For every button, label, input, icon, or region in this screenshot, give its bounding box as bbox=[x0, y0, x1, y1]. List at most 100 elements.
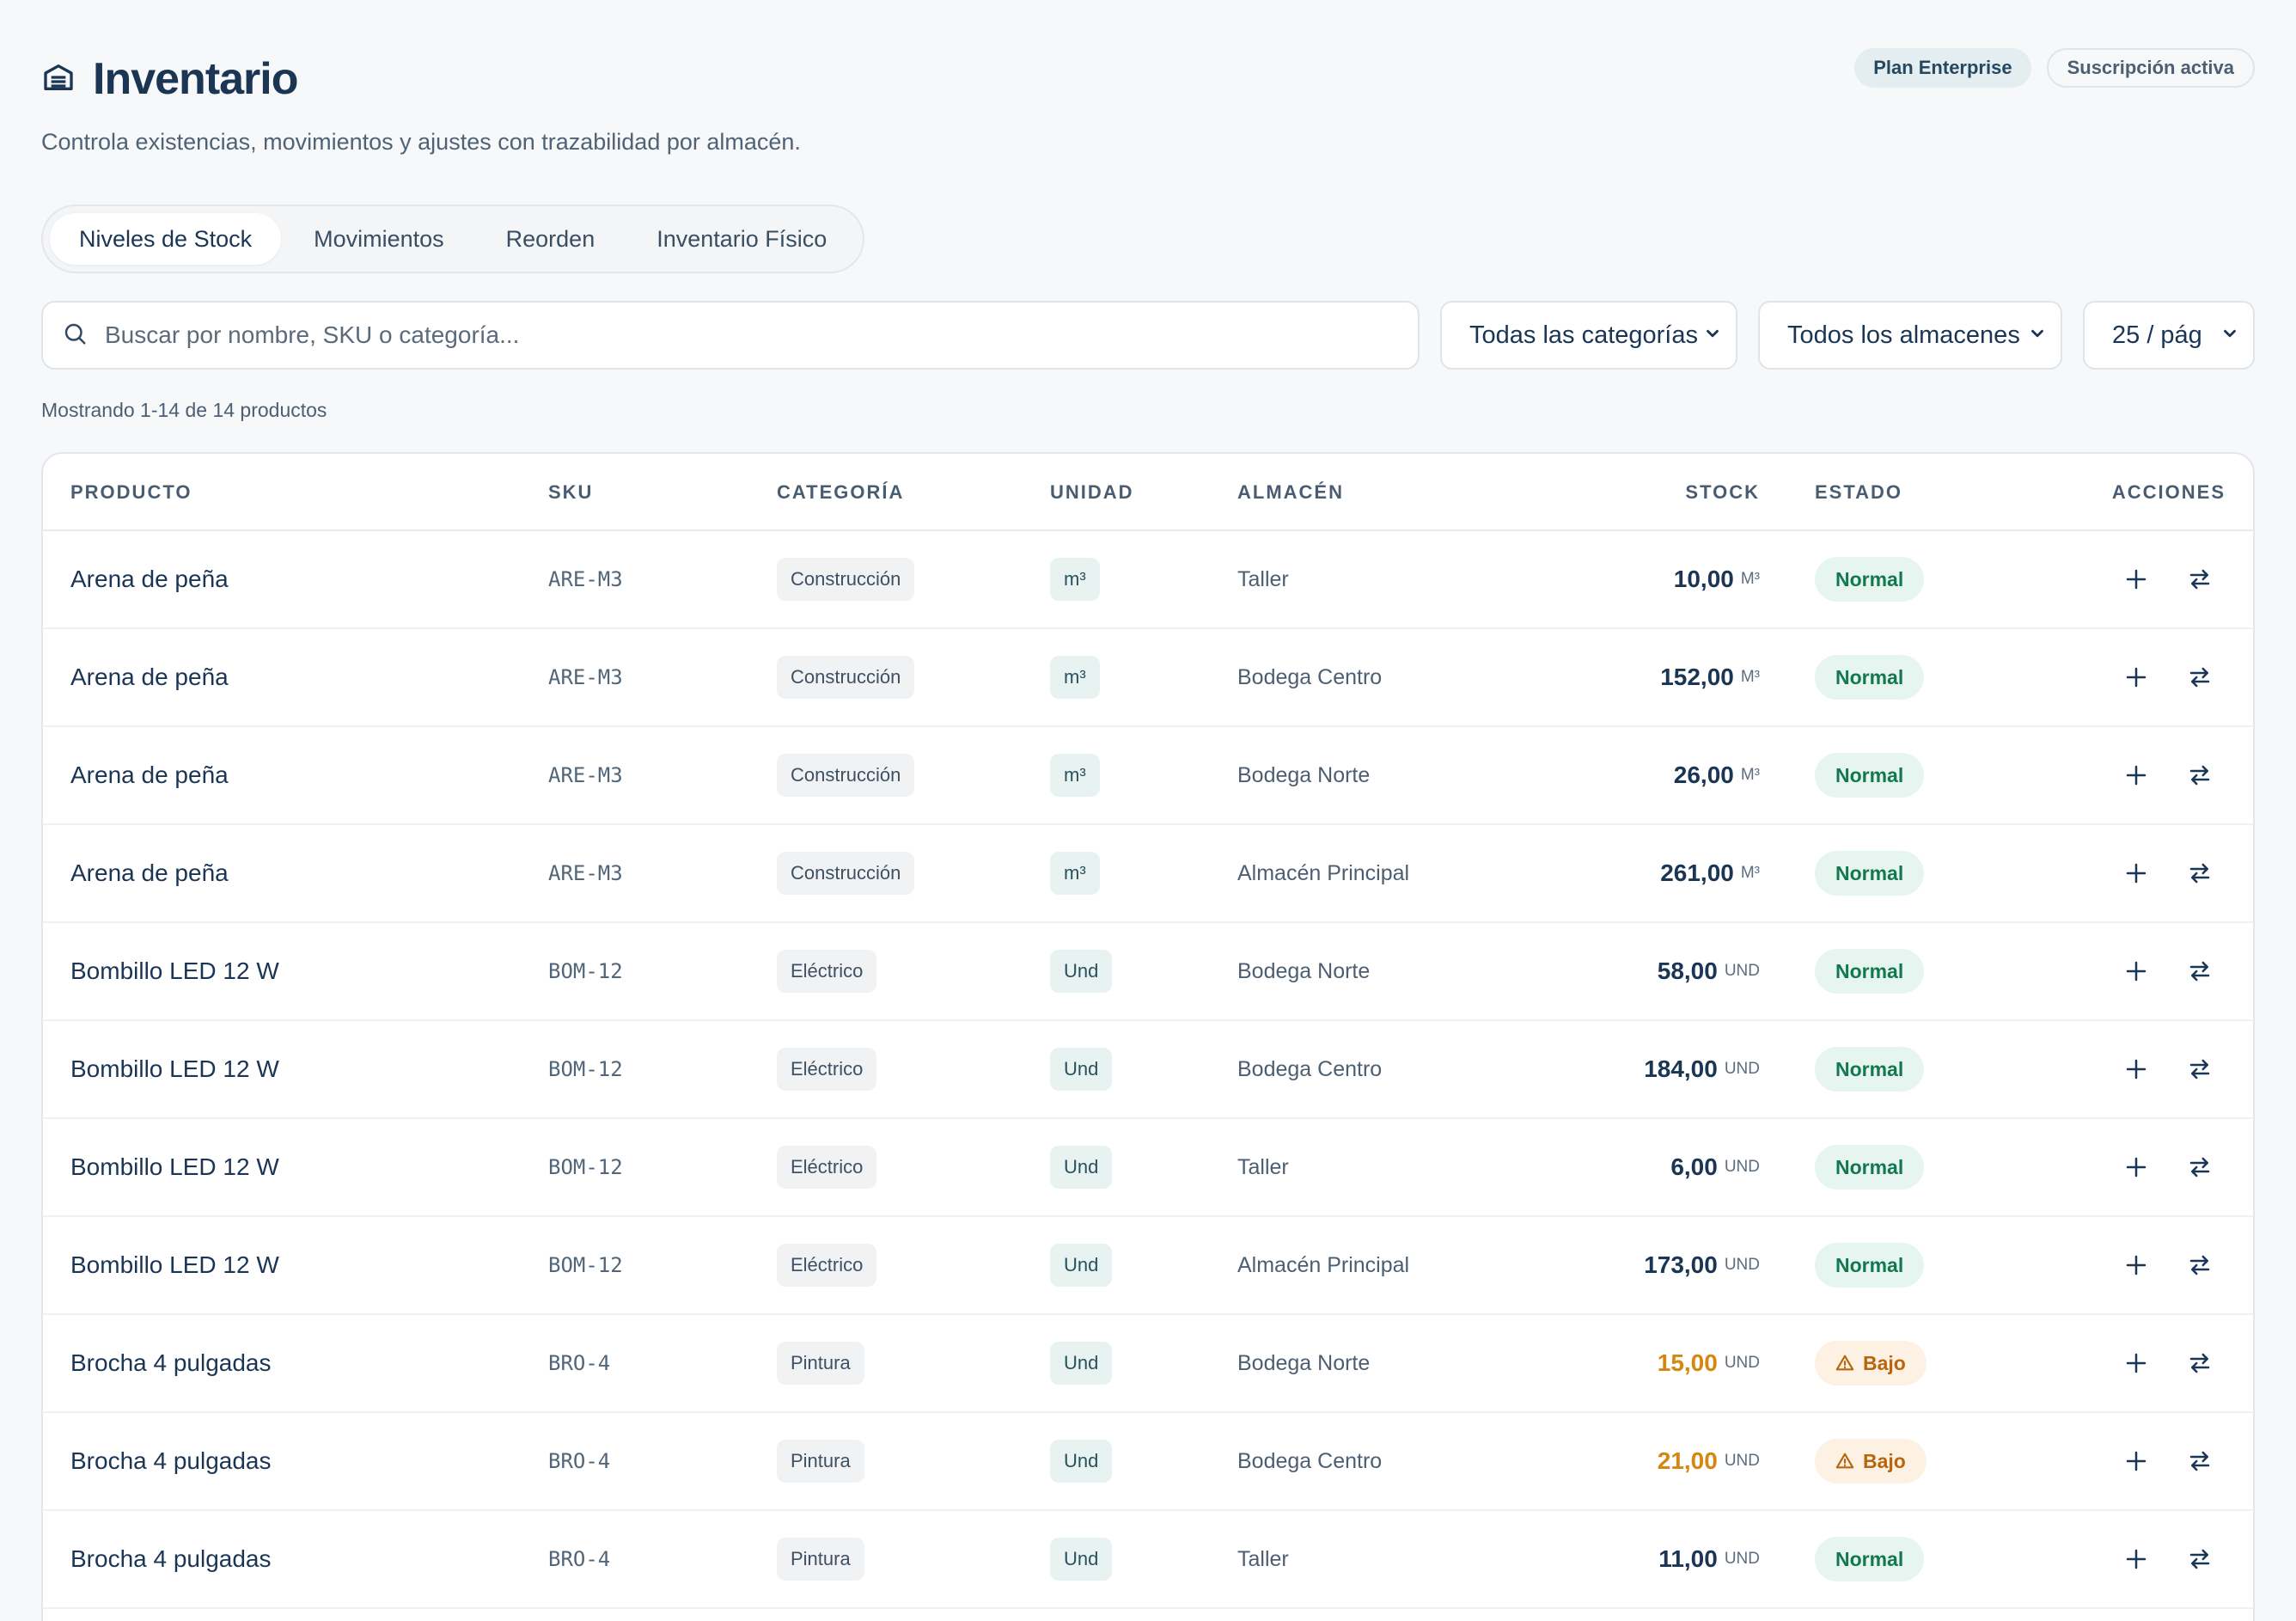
search-input[interactable] bbox=[105, 321, 1351, 349]
row-actions bbox=[2122, 1511, 2214, 1607]
chevron-down-icon bbox=[1703, 321, 1722, 350]
product-name: Arena de peña bbox=[70, 859, 229, 886]
unit-chip-cell: Und bbox=[1050, 1413, 1113, 1509]
status-label: Normal bbox=[1835, 665, 1904, 688]
transfer-icon[interactable] bbox=[2186, 1251, 2214, 1279]
stock-cell: 184,00 UND bbox=[1644, 1021, 1760, 1117]
status-label: Bajo bbox=[1863, 1449, 1906, 1472]
plus-icon[interactable] bbox=[2122, 1545, 2150, 1573]
category-chip-cell: Construcción bbox=[777, 531, 915, 627]
transfer-icon[interactable] bbox=[2186, 1153, 2214, 1181]
status-label: Normal bbox=[1835, 567, 1904, 590]
unit-chip: m³ bbox=[1050, 656, 1100, 699]
stock-value: 58,00 bbox=[1657, 957, 1718, 984]
category-chip-cell: Eléctrico bbox=[777, 1021, 877, 1117]
stock-cell: 58,00 UND bbox=[1658, 923, 1760, 1019]
plus-icon[interactable] bbox=[2122, 762, 2150, 789]
stock-value: 173,00 bbox=[1644, 1251, 1718, 1278]
plus-icon[interactable] bbox=[2122, 1153, 2150, 1181]
transfer-icon[interactable] bbox=[2186, 664, 2214, 691]
col-almacen: ALMACÉN bbox=[1237, 481, 1344, 503]
transfer-icon[interactable] bbox=[2186, 762, 2214, 789]
tab-movimientos[interactable]: Movimientos bbox=[314, 225, 444, 252]
transfer-icon[interactable] bbox=[2186, 1349, 2214, 1377]
plus-icon[interactable] bbox=[2122, 957, 2150, 985]
tab-inventario-fisico[interactable]: Inventario Físico bbox=[656, 225, 827, 252]
category-chip: Construcción bbox=[777, 656, 915, 699]
stock-cell: 10,00 M³ bbox=[1674, 531, 1760, 627]
status-cell: Normal bbox=[1815, 923, 1925, 1019]
product-name: Bombillo LED 12 W bbox=[70, 1055, 279, 1082]
stock-value: 261,00 bbox=[1660, 859, 1734, 886]
plan-badges: Plan Enterprise Suscripción activa bbox=[1854, 48, 2255, 88]
plus-icon[interactable] bbox=[2122, 566, 2150, 593]
warehouse-name: Taller bbox=[1237, 1154, 1289, 1179]
product-name: Brocha 4 pulgadas bbox=[70, 1447, 272, 1474]
stock-cell: 15,00 UND bbox=[1658, 1315, 1760, 1411]
status-cell: Bajo bbox=[1815, 1413, 1927, 1509]
category-chip: Eléctrico bbox=[777, 1244, 877, 1287]
transfer-icon[interactable] bbox=[2186, 1447, 2214, 1475]
stock-value: 152,00 bbox=[1660, 664, 1734, 690]
plus-icon[interactable] bbox=[2122, 1447, 2150, 1475]
plus-icon[interactable] bbox=[2122, 1251, 2150, 1279]
product-sku: BOM-12 bbox=[548, 1155, 623, 1179]
category-select[interactable]: Todas las categorías bbox=[1440, 301, 1737, 370]
status-badge: Normal bbox=[1815, 655, 1925, 700]
transfer-icon[interactable] bbox=[2186, 859, 2214, 887]
status-label: Normal bbox=[1835, 1057, 1904, 1080]
product-sku: BRO-4 bbox=[548, 1547, 611, 1571]
col-acciones: ACCIONES bbox=[2111, 481, 2226, 503]
transfer-icon[interactable] bbox=[2186, 1055, 2214, 1083]
status-badge: Normal bbox=[1815, 851, 1925, 896]
plus-icon[interactable] bbox=[2122, 859, 2150, 887]
table-row: Brocha 4 pulgadas BRO-4 Pintura Und Tall… bbox=[43, 1511, 2253, 1609]
stock-unit: M³ bbox=[1740, 864, 1760, 882]
page-size-select[interactable]: 25 / pág bbox=[2083, 301, 2255, 370]
category-chip: Pintura bbox=[777, 1342, 864, 1385]
tab-reorden[interactable]: Reorden bbox=[505, 225, 595, 252]
transfer-icon[interactable] bbox=[2186, 566, 2214, 593]
plus-icon[interactable] bbox=[2122, 1349, 2150, 1377]
product-name: Bombillo LED 12 W bbox=[70, 1251, 279, 1278]
chevron-down-icon bbox=[2028, 321, 2047, 350]
stock-unit: M³ bbox=[1740, 668, 1760, 686]
stock-cell: 11,00 UND bbox=[1658, 1511, 1760, 1607]
table-row: Arena de peña ARE-M3 Construcción m³ Bod… bbox=[43, 727, 2253, 825]
stock-cell: 152,00 M³ bbox=[1660, 629, 1760, 725]
unit-chip: Und bbox=[1050, 1440, 1113, 1483]
category-chip-cell: Pintura bbox=[777, 1315, 864, 1411]
status-badge: Normal bbox=[1815, 949, 1925, 994]
transfer-icon[interactable] bbox=[2186, 1545, 2214, 1573]
stock-unit: UND bbox=[1724, 1158, 1760, 1176]
status-badge: Normal bbox=[1815, 753, 1925, 798]
page-size-select-value: 25 / pág bbox=[2112, 321, 2202, 349]
unit-chip: Und bbox=[1050, 950, 1113, 993]
transfer-icon[interactable] bbox=[2186, 957, 2214, 985]
unit-chip: Und bbox=[1050, 1048, 1113, 1091]
table-row: Bombillo LED 12 W BOM-12 Eléctrico Und A… bbox=[43, 1217, 2253, 1315]
unit-chip-cell: Und bbox=[1050, 923, 1113, 1019]
status-label: Normal bbox=[1835, 959, 1904, 982]
plan-badge: Plan Enterprise bbox=[1854, 48, 2031, 88]
status-badge: Normal bbox=[1815, 1243, 1925, 1288]
unit-chip-cell: m³ bbox=[1050, 727, 1100, 823]
stock-value: 21,00 bbox=[1657, 1447, 1718, 1474]
unit-chip-cell: Und bbox=[1050, 1021, 1113, 1117]
category-chip-cell: Construcción bbox=[777, 825, 915, 921]
plus-icon[interactable] bbox=[2122, 664, 2150, 691]
product-sku: ARE-M3 bbox=[548, 567, 623, 591]
row-actions bbox=[2122, 1413, 2214, 1509]
product-name: Bombillo LED 12 W bbox=[70, 1153, 279, 1180]
stock-unit: UND bbox=[1724, 1354, 1760, 1372]
plus-icon[interactable] bbox=[2122, 1055, 2150, 1083]
table-row: Bombillo LED 12 W BOM-12 Eléctrico Und B… bbox=[43, 923, 2253, 1021]
warehouse-name: Bodega Norte bbox=[1237, 762, 1371, 787]
warehouse-name: Bodega Norte bbox=[1237, 1350, 1371, 1375]
col-sku: SKU bbox=[548, 481, 594, 503]
col-producto: PRODUCTO bbox=[70, 481, 192, 503]
tab-niveles-de-stock[interactable]: Niveles de Stock bbox=[50, 213, 282, 265]
category-chip: Pintura bbox=[777, 1440, 864, 1483]
warehouse-select[interactable]: Todos los almacenes bbox=[1758, 301, 2062, 370]
unit-chip: Und bbox=[1050, 1146, 1113, 1189]
